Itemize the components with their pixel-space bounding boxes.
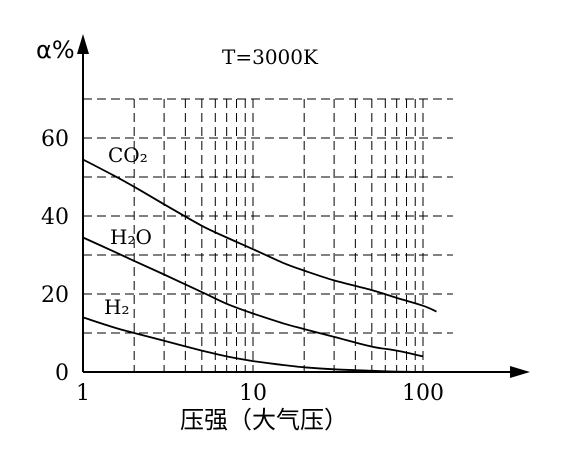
y-axis-arrow-icon bbox=[77, 34, 89, 54]
y-axis-label: α% bbox=[36, 36, 75, 64]
chart-title: T=3000K bbox=[222, 45, 319, 69]
tick-labels: 1 10 100 0 20 40 60 bbox=[41, 127, 444, 406]
series-label-h2o: H₂O bbox=[110, 225, 152, 249]
series-labels: CO₂ H₂O H₂ bbox=[104, 143, 152, 319]
y-tick-label: 60 bbox=[41, 127, 69, 152]
y-tick-label: 20 bbox=[41, 283, 69, 308]
x-tick-label: 10 bbox=[239, 381, 267, 406]
series-line-co2 bbox=[82, 158, 437, 313]
x-axis-label: 压强（大气压） bbox=[180, 406, 348, 434]
series-line-h2 bbox=[82, 316, 424, 373]
series-line-h2o bbox=[82, 236, 424, 358]
x-tick-label: 100 bbox=[402, 381, 444, 406]
y-tick-label: 0 bbox=[55, 361, 69, 386]
x-axis-arrow-icon bbox=[510, 366, 530, 378]
series-group bbox=[82, 158, 437, 373]
axes bbox=[77, 34, 530, 378]
series-label-h2: H₂ bbox=[104, 295, 129, 319]
x-tick-label: 1 bbox=[76, 381, 90, 406]
series-label-co2: CO₂ bbox=[108, 143, 148, 167]
grid bbox=[83, 98, 453, 372]
y-tick-label: 40 bbox=[41, 205, 69, 230]
